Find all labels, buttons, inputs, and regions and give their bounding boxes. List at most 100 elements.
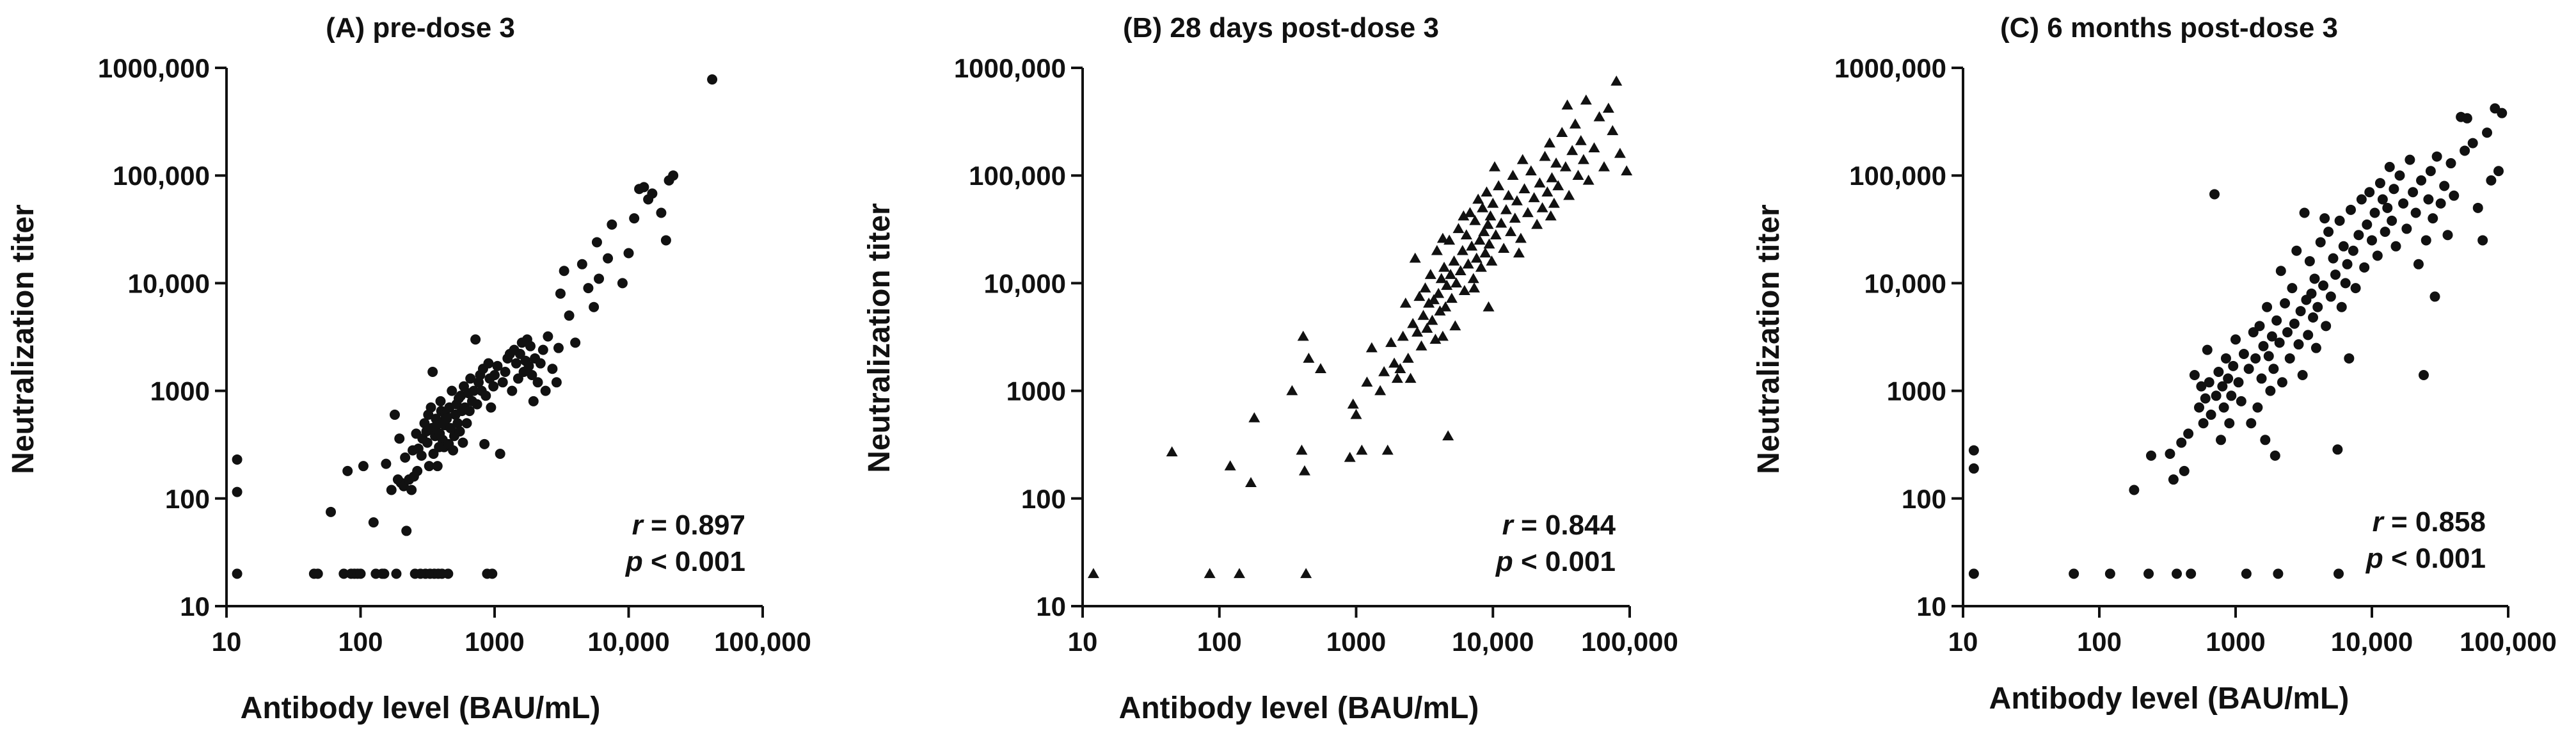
panel-c-data-point xyxy=(2179,465,2190,476)
panel-c-data-point xyxy=(2421,235,2431,246)
panel-c-y-tick-label: 10 xyxy=(1916,591,1946,622)
panel-b-data-point xyxy=(1563,189,1575,200)
panel-b-data-point xyxy=(1404,373,1417,383)
panel-c-data-point xyxy=(2380,227,2390,237)
panel-c-data-point xyxy=(2129,485,2140,495)
panel-a-data-point xyxy=(527,370,537,381)
panel-c-data-point xyxy=(2319,213,2330,224)
panel-c-data-point xyxy=(2362,219,2373,230)
panel-c-r-symbol: r xyxy=(2373,506,2385,538)
panel-a-data-point xyxy=(461,418,472,429)
panel-c-data-point xyxy=(1968,463,1979,474)
panel-b-data-point xyxy=(1546,172,1558,182)
panel-b-data-point xyxy=(1487,197,1499,208)
panel-c-data-point xyxy=(2408,187,2419,198)
panel-c-data-point xyxy=(2394,170,2405,181)
panel-b-data-point xyxy=(1498,243,1510,253)
panel-c-data-point xyxy=(2493,166,2504,177)
panel-c-data-point xyxy=(2461,113,2472,124)
panel-a-data-point xyxy=(607,219,617,230)
panel-c-data-point xyxy=(2442,230,2453,241)
panel-b-data-point xyxy=(1397,330,1409,341)
panel-b-x-axis-label: Antibody level (BAU/mL) xyxy=(1119,691,1479,725)
panel-b-data-point xyxy=(1423,297,1435,308)
panel-b-data-point xyxy=(1552,180,1564,191)
panel-c-data-point xyxy=(2143,568,2154,579)
panel-b-data-point xyxy=(1482,218,1494,229)
panel-b-data-point xyxy=(1411,326,1424,337)
panel-b-data-point xyxy=(1531,218,1543,229)
panel-b-x-tick-label: 10 xyxy=(1068,627,1098,657)
panel-a-p-value: < 0.001 xyxy=(651,546,745,577)
panel-b-data-point xyxy=(1394,363,1406,374)
panel-a-data-point xyxy=(389,409,400,420)
panel-c-data-point xyxy=(2348,245,2358,256)
panel-c-x-tick-label: 10 xyxy=(1948,627,1978,657)
panel-c-data-point xyxy=(2369,207,2380,218)
panel-a-y-tick-label: 10 xyxy=(180,591,210,622)
panel-c-data-point xyxy=(2310,342,2321,353)
panel-a-data-point xyxy=(486,402,497,413)
panel-c-data-point xyxy=(2423,194,2434,205)
panel-c-data-point xyxy=(2374,178,2385,189)
panel-a-data-point xyxy=(591,237,602,248)
panel-c-data-point xyxy=(2295,306,2306,317)
panel-a-data-point xyxy=(551,377,562,388)
panel-c-r-value: = 0.858 xyxy=(2391,506,2486,538)
panel-b-data-point xyxy=(1569,118,1581,129)
panel-b-data-point xyxy=(1484,210,1497,221)
panel-b-data-point xyxy=(1452,223,1465,234)
panel-c-y-tick-label: 100,000 xyxy=(1849,161,1946,191)
panel-b-data-point xyxy=(1454,265,1467,275)
panel-c-ticks: 10 100 1000 10,000 100,000 1000,000 10 100 1000 1… xyxy=(1834,53,2557,657)
panel-b-data-point xyxy=(1548,197,1560,208)
panel-a-data-point xyxy=(447,385,457,396)
panel-b-data-point xyxy=(1502,189,1515,200)
panel-b-data-point xyxy=(1518,183,1530,193)
panel-c-data-point xyxy=(2309,273,2320,284)
panel-b-data-point xyxy=(1248,412,1260,422)
panel-b-y-tick-label: 1000,000 xyxy=(954,53,1066,83)
panel-c-x-tick-label: 100 xyxy=(2077,627,2122,657)
panel-b-data-point xyxy=(1536,202,1548,213)
panel-b-data-point xyxy=(1470,252,1483,263)
panel-a-data-point xyxy=(400,452,411,463)
panel-a-r-symbol: r xyxy=(632,509,645,541)
panel-b-data-point xyxy=(1431,245,1443,255)
panel-a-data-point xyxy=(326,506,337,517)
panel-b-data-point xyxy=(1525,165,1537,175)
panel-a-data-point xyxy=(555,288,566,299)
panel-c-data-point xyxy=(2401,223,2412,234)
panel-b-data-point xyxy=(1381,444,1394,455)
panel-a-r-value: = 0.897 xyxy=(651,509,745,541)
panel-c-data-point xyxy=(2467,138,2478,148)
panel-c-data-point xyxy=(2282,327,2293,338)
panel-c-data-point xyxy=(2323,227,2334,237)
panel-b-data-point xyxy=(1365,342,1378,353)
panel-b-data-point xyxy=(1427,294,1440,305)
panel-b-data-point xyxy=(1464,207,1476,218)
panel-b-data-point xyxy=(1467,273,1479,284)
panel-a-data-point xyxy=(358,461,369,472)
panel-b-data-point xyxy=(1575,135,1587,145)
panel-c-data-point xyxy=(2303,330,2314,341)
panel-b-data-point xyxy=(1466,240,1478,251)
panel-a-data-point xyxy=(500,366,511,377)
panel-a-data-point xyxy=(514,349,525,360)
panel-b-data-point xyxy=(1505,226,1517,236)
panel-a-data-point xyxy=(386,485,397,495)
panel-a-data-point xyxy=(406,485,417,495)
panel-a-y-tick-label: 1000 xyxy=(150,376,210,406)
panel-c-data-point xyxy=(2165,449,2175,460)
panel-c-data-point xyxy=(2274,337,2285,348)
panel-c-data-point xyxy=(2233,377,2244,388)
panel-c-data-point xyxy=(2293,339,2304,350)
panel-a-data-point xyxy=(535,358,546,369)
panel-a-data-point xyxy=(452,418,463,429)
panel-c-data-point xyxy=(2168,474,2179,485)
panel-b-data-point xyxy=(1436,232,1449,243)
panel-a-data-point xyxy=(594,273,605,284)
panel-b-data-point xyxy=(1233,568,1245,579)
panel-a-data-point xyxy=(424,461,434,472)
panel-a-data-point xyxy=(487,568,498,579)
